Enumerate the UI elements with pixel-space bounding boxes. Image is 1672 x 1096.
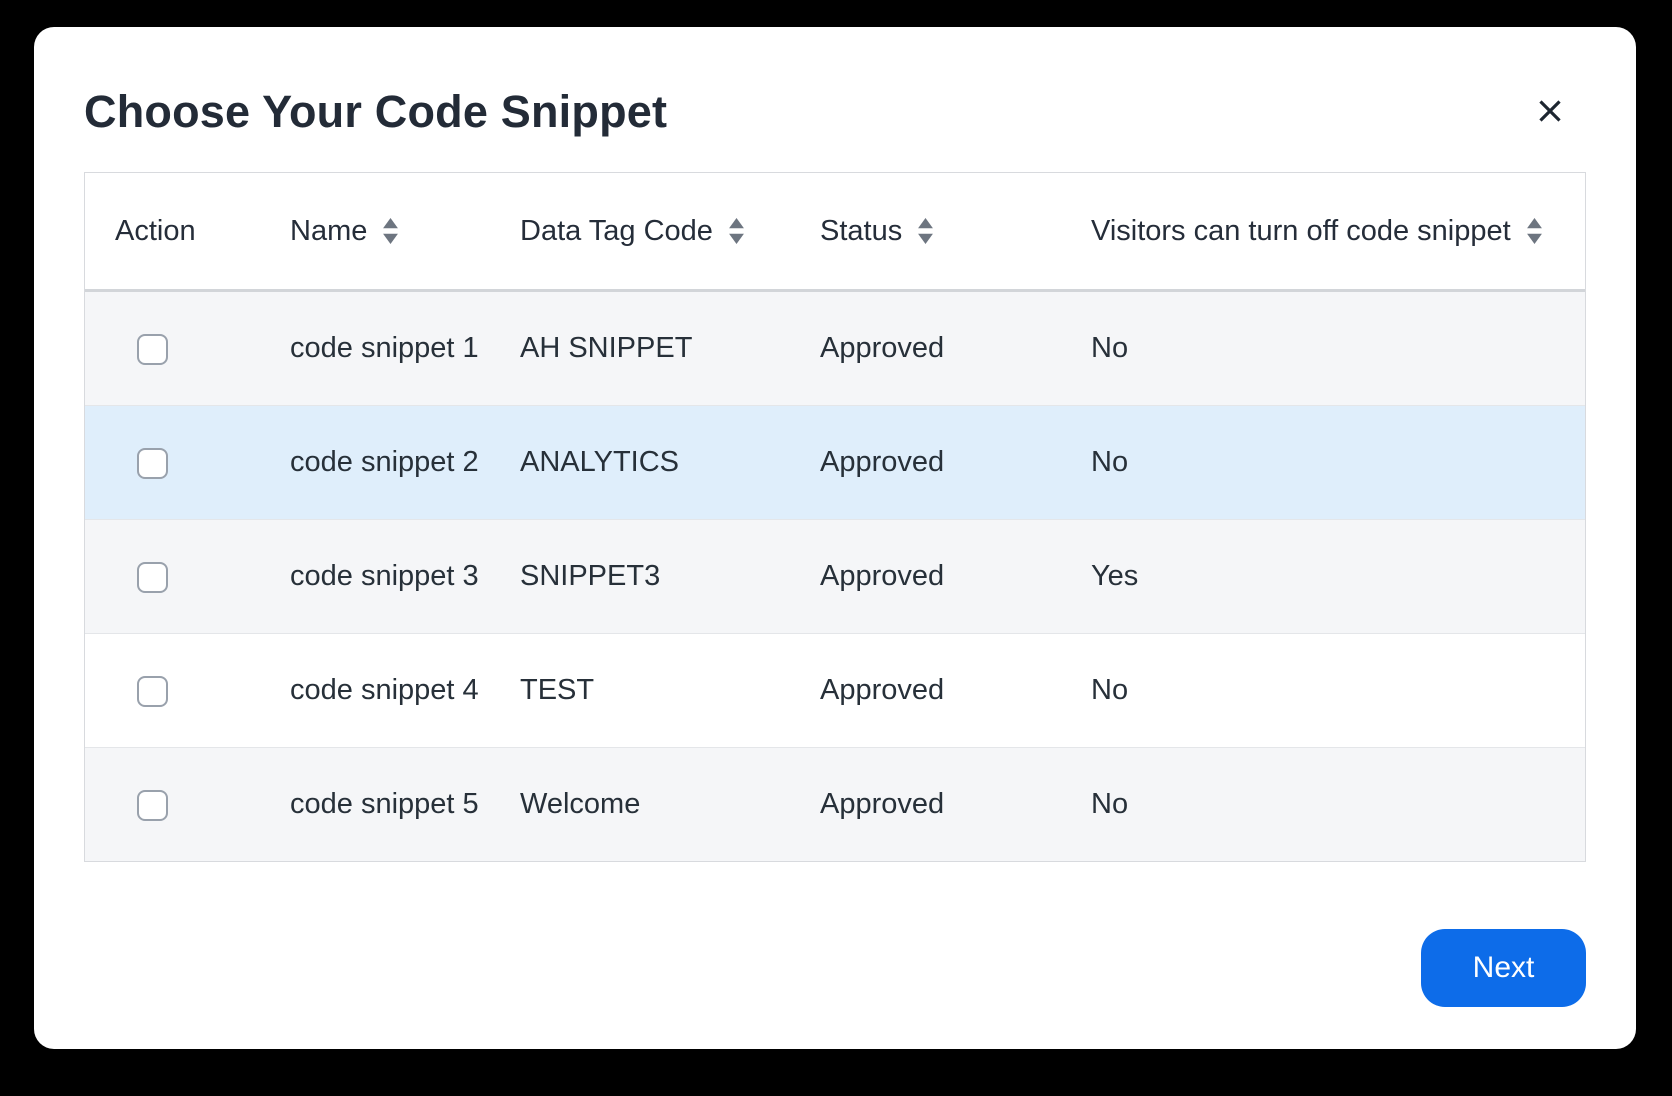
visitors-can-turn-off-cell: No xyxy=(1091,292,1585,405)
column-header-status[interactable]: Status xyxy=(820,173,1091,292)
action-cell xyxy=(85,405,290,519)
action-cell xyxy=(85,747,290,861)
column-header-visitors-can-turn-off-code-snippet[interactable]: Visitors can turn off code snippet xyxy=(1091,173,1585,292)
row-checkbox[interactable] xyxy=(137,333,168,365)
action-cell xyxy=(85,633,290,747)
row-checkbox[interactable] xyxy=(137,561,168,593)
table-row: code snippet 2 ANALYTICS Approved No xyxy=(85,405,1585,519)
cell-text: code snippet 4 xyxy=(290,674,479,706)
cell-text: Approved xyxy=(820,560,945,592)
visitors-can-turn-off-cell: No xyxy=(1091,633,1585,747)
status-cell: Approved xyxy=(820,292,1091,405)
table-header-row: Action Name Data Tag Code Status Visitors ca… xyxy=(85,173,1585,292)
name-cell: code snippet 2 xyxy=(290,405,520,519)
cell-text: No xyxy=(1091,332,1129,364)
column-header-label: Status xyxy=(820,214,903,247)
cell-text: ANALYTICS xyxy=(520,446,680,478)
column-header-action: Action xyxy=(85,173,290,292)
column-header-label: Data Tag Code xyxy=(520,214,713,247)
dialog-footer: Next xyxy=(84,929,1586,1007)
name-cell: code snippet 1 xyxy=(290,292,520,405)
next-button[interactable]: Next xyxy=(1421,929,1586,1007)
sort-icon[interactable] xyxy=(729,218,744,245)
data-tag-code-cell: TEST xyxy=(520,633,820,747)
data-tag-code-cell: AH SNIPPET xyxy=(520,292,820,405)
column-header-data-tag-code[interactable]: Data Tag Code xyxy=(520,173,820,292)
name-cell: code snippet 4 xyxy=(290,633,520,747)
cell-text: Yes xyxy=(1091,560,1139,592)
choose-code-snippet-dialog: Choose Your Code Snippet Action Name Data … xyxy=(34,27,1636,1049)
data-tag-code-cell: Welcome xyxy=(520,747,820,861)
visitors-can-turn-off-cell: Yes xyxy=(1091,519,1585,633)
visitors-can-turn-off-cell: No xyxy=(1091,405,1585,519)
table-row: code snippet 4 TEST Approved No xyxy=(85,633,1585,747)
cell-text: No xyxy=(1091,446,1129,478)
status-cell: Approved xyxy=(820,633,1091,747)
cell-text: SNIPPET3 xyxy=(520,560,661,592)
column-header-label: Visitors can turn off code snippet xyxy=(1091,214,1511,247)
table-row: code snippet 3 SNIPPET3 Approved Yes xyxy=(85,519,1585,633)
visitors-can-turn-off-cell: No xyxy=(1091,747,1585,861)
cell-text: Welcome xyxy=(520,788,641,820)
close-button[interactable] xyxy=(1532,93,1568,129)
cell-text: Approved xyxy=(820,332,945,364)
data-tag-code-cell: SNIPPET3 xyxy=(520,519,820,633)
close-icon xyxy=(1539,100,1561,122)
cell-text: Approved xyxy=(820,446,945,478)
status-cell: Approved xyxy=(820,405,1091,519)
code-snippet-table: Action Name Data Tag Code Status Visitors ca… xyxy=(84,172,1586,862)
sort-icon[interactable] xyxy=(383,218,399,245)
row-checkbox[interactable] xyxy=(137,447,168,479)
row-checkbox[interactable] xyxy=(137,675,168,707)
column-header-label: Action xyxy=(115,214,196,247)
cell-text: code snippet 1 xyxy=(290,332,479,364)
status-cell: Approved xyxy=(820,747,1091,861)
action-cell xyxy=(85,519,290,633)
cell-text: code snippet 3 xyxy=(290,560,479,592)
table-row: code snippet 5 Welcome Approved No xyxy=(85,747,1585,861)
table-header: Action Name Data Tag Code Status Visitors ca… xyxy=(85,173,1585,292)
cell-text: Approved xyxy=(820,674,945,706)
name-cell: code snippet 3 xyxy=(290,519,520,633)
table-row: code snippet 1 AH SNIPPET Approved No xyxy=(85,292,1585,405)
action-cell xyxy=(85,292,290,405)
dialog-header: Choose Your Code Snippet xyxy=(84,87,1586,137)
sort-icon[interactable] xyxy=(1526,218,1542,245)
sort-icon[interactable] xyxy=(918,218,934,245)
cell-text: code snippet 5 xyxy=(290,788,479,820)
dialog-title: Choose Your Code Snippet xyxy=(84,86,668,137)
row-checkbox[interactable] xyxy=(137,789,168,821)
column-header-label: Name xyxy=(290,214,368,247)
cell-text: AH SNIPPET xyxy=(520,332,693,364)
cell-text: TEST xyxy=(520,674,595,706)
column-header-name[interactable]: Name xyxy=(290,173,520,292)
cell-text: Approved xyxy=(820,788,945,820)
cell-text: No xyxy=(1091,788,1129,820)
status-cell: Approved xyxy=(820,519,1091,633)
cell-text: No xyxy=(1091,674,1129,706)
name-cell: code snippet 5 xyxy=(290,747,520,861)
table-body: code snippet 1 AH SNIPPET Approved No code s… xyxy=(85,292,1585,861)
data-tag-code-cell: ANALYTICS xyxy=(520,405,820,519)
cell-text: code snippet 2 xyxy=(290,446,479,478)
